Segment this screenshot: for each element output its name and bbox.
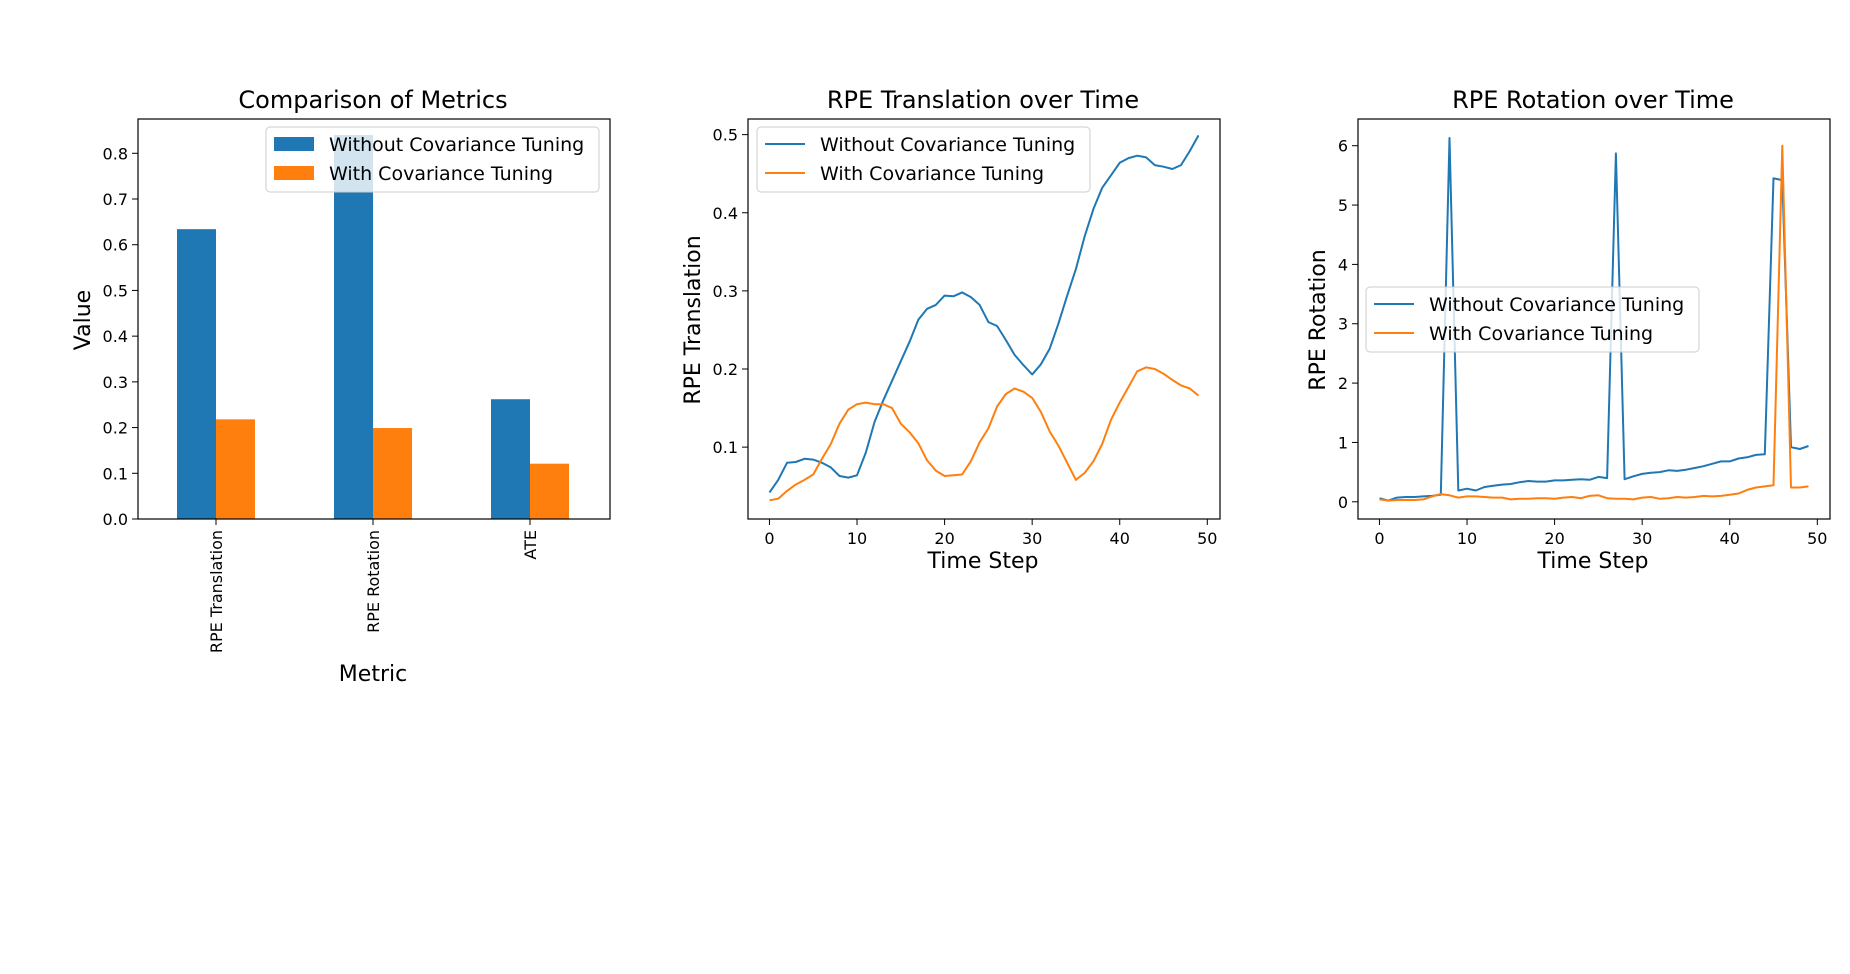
translation-axes-frame — [747, 118, 1221, 520]
rotation-x-tick-label: 0 — [1374, 529, 1384, 548]
legend-label-with: With Covariance Tuning — [1429, 323, 1653, 345]
rotation-axes-frame — [1357, 118, 1831, 520]
rotation-series-line-with — [1379, 144, 1809, 502]
bar-y-tick-label: 0.3 — [103, 373, 128, 392]
line-chart-rpe-translation: RPE Translation over Time 0.10.20.30.40.… — [681, 86, 1221, 574]
legend-label-without: Without Covariance Tuning — [1429, 294, 1684, 316]
translation-lines — [768, 134, 1200, 502]
bar-y-tick-label: 0.5 — [103, 281, 128, 300]
bar-y-tick-label: 0.8 — [103, 144, 128, 163]
rotation-x-tick-label: 20 — [1544, 529, 1564, 548]
translation-x-tick-label: 30 — [1022, 529, 1042, 548]
rotation-x-tick-label: 40 — [1720, 529, 1740, 548]
legend-label-with: With Covariance Tuning — [820, 163, 1044, 185]
translation-y-tick-label: 0.4 — [713, 204, 738, 223]
bar-without — [177, 229, 216, 519]
bar-y-tick-label: 0.4 — [103, 327, 128, 346]
rotation-y-tick-label: 3 — [1338, 315, 1348, 334]
rotation-x-tick-label: 50 — [1807, 529, 1827, 548]
bar-chart-y-label: Value — [71, 290, 96, 350]
rotation-chart-title: RPE Rotation over Time — [1452, 86, 1734, 114]
rotation-y-tick-label: 0 — [1338, 493, 1348, 512]
bar-y-tick-label: 0.2 — [103, 419, 128, 438]
rotation-y-tick-label: 5 — [1338, 196, 1348, 215]
line-chart-rpe-rotation: RPE Rotation over Time 0 1 2 3 4 5 6 0 10 20 30 40… — [1306, 86, 1831, 574]
rotation-legend: Without Covariance Tuning With Covarianc… — [1365, 286, 1700, 353]
bar-x-tick-label: RPE Rotation — [364, 530, 383, 633]
rotation-x-tick-label: 10 — [1457, 529, 1477, 548]
bar-without — [491, 399, 530, 519]
bar-without — [334, 135, 373, 519]
bar-group — [177, 135, 569, 519]
bar-chart-legend: Without Covariance Tuning With Covarianc… — [265, 126, 600, 193]
translation-series-line-with — [769, 366, 1200, 502]
legend-box — [265, 126, 600, 193]
rotation-y-label: RPE Rotation — [1306, 249, 1331, 390]
rotation-x-ticks: 0 10 20 30 40 50 — [1374, 519, 1827, 548]
bar-x-tick-label: ATE — [521, 530, 540, 560]
bar-y-tick-label: 0.6 — [103, 236, 128, 255]
legend-box — [1365, 286, 1700, 353]
bar-chart-y-ticks: 0.0 0.1 0.2 0.3 0.4 0.5 0.6 0.7 0.8 — [103, 144, 138, 529]
rotation-y-tick-label: 2 — [1338, 374, 1348, 393]
translation-y-tick-label: 0.1 — [713, 438, 738, 457]
translation-chart-title: RPE Translation over Time — [827, 86, 1139, 114]
translation-x-ticks: 0 10 20 30 40 50 — [764, 519, 1217, 548]
bar-chart-axes-frame — [137, 118, 611, 520]
bar-chart-x-label: Metric — [339, 662, 407, 687]
translation-y-tick-label: 0.2 — [713, 360, 738, 379]
rotation-y-ticks: 0 1 2 3 4 5 6 — [1338, 137, 1358, 512]
rotation-series-line-without — [1379, 137, 1809, 502]
rotation-y-tick-label: 6 — [1338, 137, 1348, 156]
translation-y-tick-label: 0.3 — [713, 282, 738, 301]
bar-y-tick-label: 0.1 — [103, 464, 128, 483]
translation-y-tick-label: 0.5 — [713, 126, 738, 145]
bar-x-tick-label: RPE Translation — [207, 530, 226, 653]
legend-label-with: With Covariance Tuning — [329, 163, 553, 185]
legend-box — [756, 126, 1091, 193]
rotation-lines — [1379, 137, 1809, 502]
translation-x-tick-label: 10 — [847, 529, 867, 548]
translation-y-ticks: 0.1 0.2 0.3 0.4 0.5 — [713, 126, 748, 457]
legend-label-without: Without Covariance Tuning — [329, 134, 584, 156]
legend-label-without: Without Covariance Tuning — [820, 134, 1075, 156]
translation-x-label: Time Step — [927, 549, 1039, 574]
legend-swatch-without — [274, 137, 314, 151]
rotation-y-tick-label: 1 — [1338, 433, 1348, 452]
bar-chart-comparison: Comparison of Metrics 0.0 0.1 0.2 0.3 0.4 0.5… — [71, 86, 611, 687]
bar-chart-title: Comparison of Metrics — [238, 86, 507, 114]
translation-series-line-without — [768, 134, 1200, 493]
translation-x-tick-label: 40 — [1110, 529, 1130, 548]
legend-swatch-with — [274, 166, 314, 180]
translation-x-tick-label: 0 — [764, 529, 774, 548]
rotation-x-tick-label: 30 — [1632, 529, 1652, 548]
rotation-y-tick-label: 4 — [1338, 255, 1348, 274]
rotation-x-label: Time Step — [1537, 549, 1649, 574]
bar-with — [373, 428, 412, 519]
bar-y-tick-label: 0.0 — [103, 510, 128, 529]
bar-with — [530, 463, 569, 519]
translation-legend: Without Covariance Tuning With Covarianc… — [756, 126, 1091, 193]
translation-x-tick-label: 50 — [1197, 529, 1217, 548]
translation-y-label: RPE Translation — [681, 235, 706, 404]
bar-y-tick-label: 0.7 — [103, 190, 128, 209]
bar-chart-x-ticks: RPE Translation RPE Rotation ATE — [207, 519, 540, 653]
bar-with — [216, 419, 255, 519]
translation-x-tick-label: 20 — [934, 529, 954, 548]
